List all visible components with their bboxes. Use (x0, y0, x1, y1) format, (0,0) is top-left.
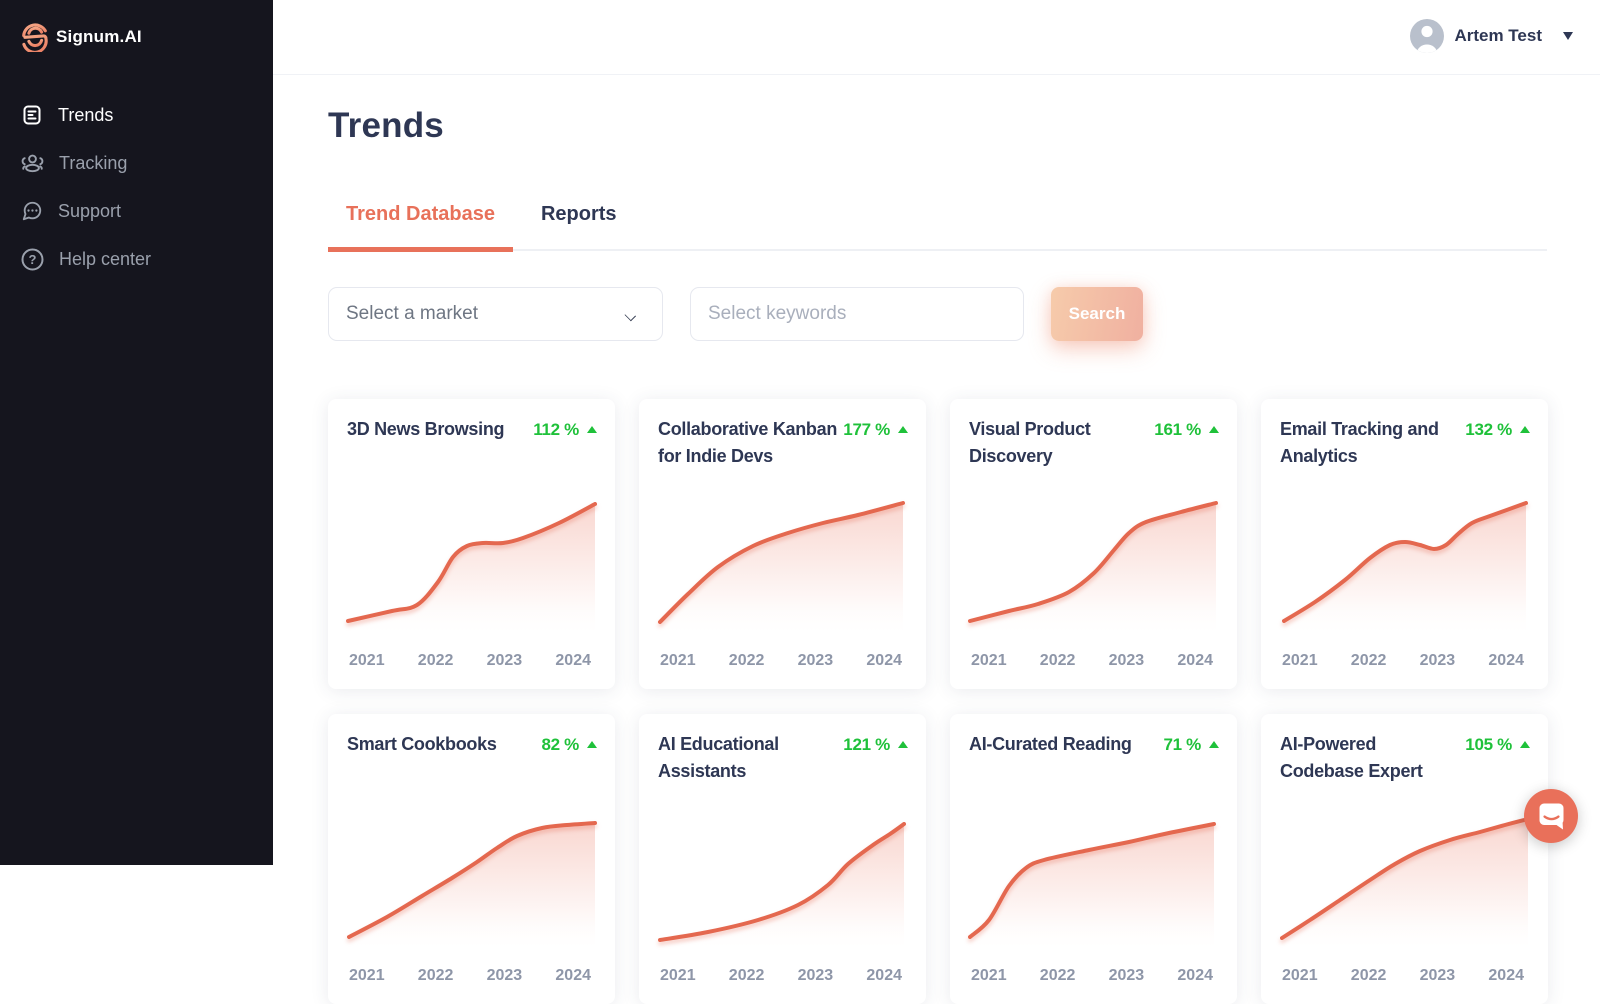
svg-text:?: ? (29, 252, 37, 267)
